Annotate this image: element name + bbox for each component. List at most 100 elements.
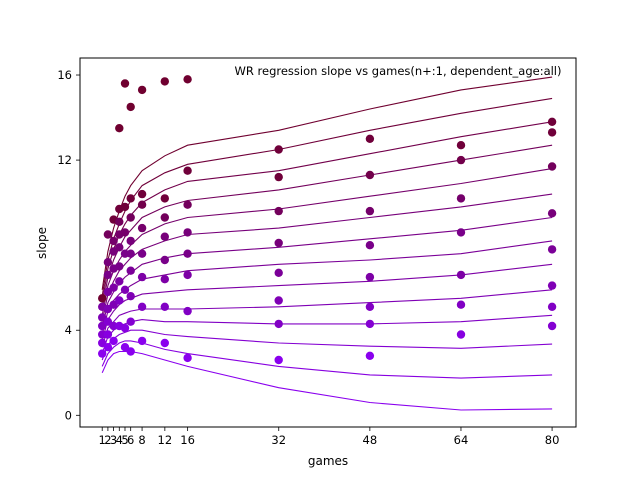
- data-point: [103, 343, 113, 352]
- data-point: [456, 330, 466, 339]
- data-point: [126, 292, 135, 301]
- data-point: [98, 294, 107, 303]
- data-point: [126, 213, 135, 222]
- x-tick-label: 64: [454, 433, 469, 447]
- data-point: [160, 213, 169, 222]
- data-point: [274, 319, 283, 329]
- data-point: [137, 249, 147, 258]
- data-point: [115, 296, 124, 305]
- data-point: [547, 281, 557, 290]
- data-point: [456, 300, 466, 309]
- data-point: [365, 206, 375, 216]
- data-point: [274, 355, 283, 365]
- plot-frame: [79, 57, 577, 428]
- series-line-1: [101, 350, 553, 411]
- x-tick-label: 6: [127, 433, 134, 447]
- data-point: [365, 170, 375, 180]
- data-point: [126, 236, 135, 246]
- data-point: [365, 351, 375, 360]
- data-point: [365, 272, 375, 282]
- data-point: [109, 283, 118, 292]
- data-point: [274, 206, 283, 216]
- data-point: [126, 317, 135, 326]
- y-tick-label: 12: [57, 153, 72, 167]
- data-point: [547, 302, 557, 311]
- y-tick-label: 16: [57, 68, 72, 82]
- data-point: [103, 258, 113, 267]
- data-point: [137, 272, 147, 282]
- data-point: [115, 262, 124, 271]
- data-point: [120, 285, 130, 294]
- data-point: [160, 232, 169, 241]
- y-tick-label: 0: [65, 408, 72, 422]
- data-point: [137, 200, 147, 209]
- data-point: [365, 134, 375, 143]
- data-point: [547, 245, 557, 254]
- x-tick-label: 16: [180, 433, 195, 447]
- x-tick-label: 5: [121, 433, 128, 447]
- data-point: [98, 321, 107, 331]
- data-point: [115, 217, 124, 226]
- series-line-9: [101, 193, 553, 322]
- plot-layer: [98, 75, 557, 411]
- data-point: [126, 266, 135, 275]
- x-tick-label: 8: [138, 433, 145, 447]
- data-point: [183, 228, 192, 237]
- data-point: [126, 102, 135, 112]
- data-point: [126, 249, 135, 258]
- x-tick-label: 48: [363, 433, 378, 447]
- data-point: [547, 321, 557, 331]
- data-point: [160, 338, 169, 348]
- data-point: [365, 319, 375, 329]
- x-tick-label: 3: [110, 433, 117, 447]
- data-point: [160, 302, 169, 311]
- data-point: [183, 75, 192, 84]
- data-point: [183, 166, 192, 175]
- data-point: [456, 194, 466, 203]
- data-point: [126, 194, 135, 203]
- data-point: [365, 302, 375, 311]
- data-point: [160, 255, 169, 265]
- data-point: [103, 230, 113, 239]
- data-point: [547, 117, 557, 127]
- y-axis-label: slope: [35, 227, 49, 259]
- x-tick-label: 4: [116, 433, 123, 447]
- y-axis: 0 4 12 16: [57, 68, 80, 422]
- data-point: [547, 209, 557, 218]
- data-point: [115, 124, 124, 133]
- data-point: [109, 236, 118, 246]
- data-point: [115, 243, 124, 252]
- data-point: [183, 270, 192, 280]
- data-point: [456, 228, 466, 237]
- x-axis-label: games: [308, 454, 348, 468]
- data-point: [120, 228, 130, 237]
- data-point: [120, 79, 130, 88]
- data-point: [274, 145, 283, 154]
- data-point: [120, 202, 130, 212]
- data-point: [456, 141, 466, 150]
- data-point: [126, 347, 135, 356]
- data-point: [98, 349, 107, 358]
- data-point: [103, 304, 113, 314]
- data-point: [137, 85, 147, 95]
- data-point: [160, 77, 169, 86]
- data-point: [456, 270, 466, 280]
- data-point: [160, 275, 169, 284]
- data-point: [183, 306, 192, 316]
- data-point: [137, 302, 147, 311]
- x-tick-label: 12: [158, 433, 173, 447]
- y-tick-label: 4: [65, 323, 72, 337]
- data-point: [183, 200, 192, 209]
- data-point: [120, 343, 130, 352]
- x-tick-label: 2: [104, 433, 111, 447]
- data-point: [274, 296, 283, 305]
- data-point: [456, 155, 466, 165]
- data-point: [137, 223, 147, 233]
- x-tick-label: 1: [99, 433, 106, 447]
- data-point: [109, 336, 118, 346]
- data-point: [137, 336, 147, 346]
- data-point: [183, 353, 192, 363]
